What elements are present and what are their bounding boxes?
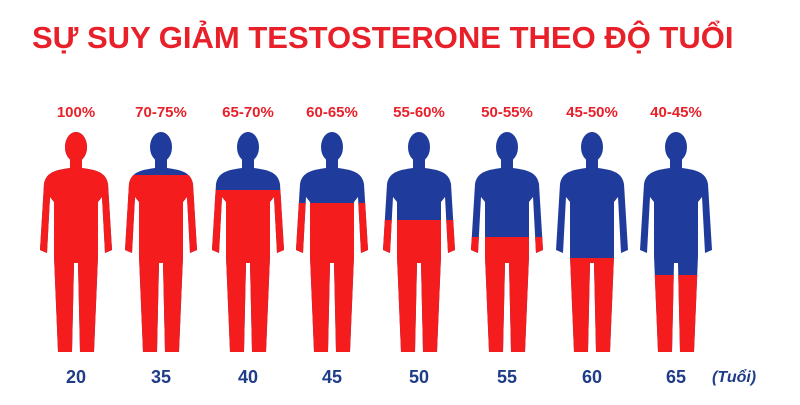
percent-label: 50-55% [481,104,533,121]
percent-label: 55-60% [393,104,445,121]
percent-label: 45-50% [566,104,618,121]
body-red [471,237,543,352]
age-label: 55 [497,367,517,387]
body [640,132,712,352]
figure [40,132,112,352]
figure [125,132,197,352]
body-blue [640,132,712,352]
body-red [125,175,197,352]
body [556,132,628,352]
body-red [40,132,112,352]
body-red [640,275,712,352]
body-blue [556,132,628,352]
age-label: 50 [409,367,429,387]
body [296,132,368,352]
age-label: 40 [238,367,258,387]
body-red [383,220,455,352]
body-red [296,203,368,352]
body [125,132,197,352]
body [471,132,543,352]
body-red [212,190,284,352]
figure [383,132,455,352]
age-label: 65 [666,367,686,387]
figure [212,132,284,352]
age-label: 60 [582,367,602,387]
body [212,132,284,352]
title: SỰ SUY GIẢM TESTOSTERONE THEO ĐỘ TUỔI [32,19,733,55]
age-label: 45 [322,367,342,387]
percent-label: 100% [57,104,95,121]
figures [40,132,712,352]
figure [556,132,628,352]
figure [296,132,368,352]
age-label: 35 [151,367,171,387]
body-red [556,258,628,352]
body [383,132,455,352]
percent-label: 60-65% [306,104,358,121]
percent-label: 40-45% [650,104,702,121]
age-unit: (Tuổi) [712,368,756,386]
figure [640,132,712,352]
age-label: 20 [66,367,86,387]
percent-label: 65-70% [222,104,274,121]
figure [471,132,543,352]
percent-label: 70-75% [135,104,187,121]
body [40,132,112,352]
